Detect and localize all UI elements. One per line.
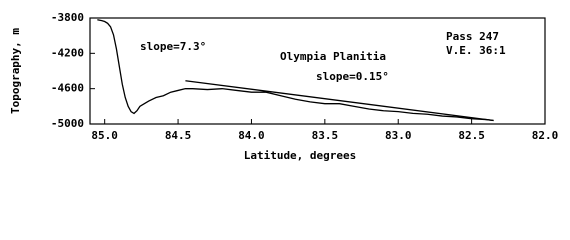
y-tick-label: -5000 bbox=[51, 117, 84, 130]
y-tick-label: -3800 bbox=[51, 11, 84, 24]
y-axis-label: Topography, m bbox=[9, 28, 22, 114]
annotation: slope=7.3° bbox=[140, 40, 206, 53]
x-tick-label: 84.0 bbox=[238, 129, 265, 142]
x-tick-label: 82.0 bbox=[532, 129, 559, 142]
x-tick-label: 83.0 bbox=[385, 129, 412, 142]
chart: Topography, m Latitude, degrees slope=7.… bbox=[9, 11, 559, 162]
x-tick-label: 84.5 bbox=[165, 129, 192, 142]
annotation: Pass 247 bbox=[446, 30, 499, 43]
x-axis-label: Latitude, degrees bbox=[244, 149, 357, 162]
y-tick-label: -4200 bbox=[51, 46, 84, 59]
x-tick-label: 83.5 bbox=[312, 129, 339, 142]
data-line bbox=[97, 19, 494, 122]
x-tick-label: 85.0 bbox=[91, 129, 118, 142]
annotation: V.E. 36:1 bbox=[446, 44, 506, 57]
annotation: Olympia Planitia bbox=[280, 50, 386, 63]
y-tick-label: -4600 bbox=[51, 82, 84, 95]
x-tick-label: 82.5 bbox=[458, 129, 485, 142]
data-line bbox=[185, 80, 494, 122]
annotation: slope=0.15° bbox=[316, 70, 389, 83]
plot-frame bbox=[89, 17, 546, 125]
